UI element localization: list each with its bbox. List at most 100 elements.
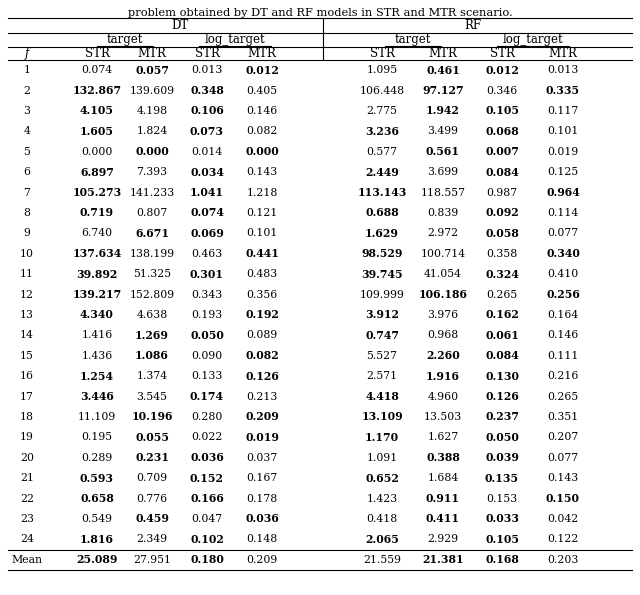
- Text: 0.289: 0.289: [81, 453, 113, 463]
- Text: 51.325: 51.325: [133, 269, 171, 279]
- Text: 105.273: 105.273: [72, 187, 122, 198]
- Text: 0.101: 0.101: [547, 126, 579, 136]
- Text: 0.092: 0.092: [485, 208, 519, 218]
- Text: 0.146: 0.146: [246, 106, 278, 116]
- Text: 0.125: 0.125: [547, 167, 579, 177]
- Text: 4.340: 4.340: [80, 309, 114, 321]
- Text: 0.167: 0.167: [246, 473, 278, 483]
- Text: 0.121: 0.121: [246, 208, 278, 218]
- Text: 8: 8: [24, 208, 31, 218]
- Text: 18: 18: [20, 412, 34, 422]
- Text: 0.166: 0.166: [190, 493, 224, 504]
- Text: 2.065: 2.065: [365, 534, 399, 545]
- Text: f: f: [25, 47, 29, 60]
- Text: 0.459: 0.459: [135, 513, 169, 525]
- Text: 25.089: 25.089: [76, 555, 118, 565]
- Text: 0.164: 0.164: [547, 310, 579, 320]
- Text: 0.335: 0.335: [546, 85, 580, 96]
- Text: 0.719: 0.719: [80, 208, 114, 218]
- Text: 17: 17: [20, 392, 34, 402]
- Text: 3.446: 3.446: [80, 391, 114, 402]
- Text: 2.260: 2.260: [426, 350, 460, 361]
- Text: 7.393: 7.393: [136, 167, 168, 177]
- Text: 0.549: 0.549: [81, 514, 113, 524]
- Text: 0.192: 0.192: [245, 309, 279, 321]
- Text: 0.074: 0.074: [190, 208, 224, 218]
- Text: target: target: [394, 33, 431, 46]
- Text: STR: STR: [195, 47, 220, 60]
- Text: 11: 11: [20, 269, 34, 279]
- Text: 0.152: 0.152: [190, 472, 224, 484]
- Text: 3: 3: [24, 106, 31, 116]
- Text: 152.809: 152.809: [129, 290, 175, 300]
- Text: 0.055: 0.055: [135, 432, 169, 443]
- Text: 0.069: 0.069: [190, 228, 224, 239]
- Text: 0.987: 0.987: [486, 187, 518, 198]
- Text: 0.324: 0.324: [485, 269, 519, 280]
- Text: 0.000: 0.000: [135, 146, 169, 157]
- Text: 11.109: 11.109: [78, 412, 116, 422]
- Text: 0.688: 0.688: [365, 208, 399, 218]
- Text: 98.529: 98.529: [362, 248, 403, 259]
- Text: 0.388: 0.388: [426, 452, 460, 464]
- Text: 0.207: 0.207: [547, 433, 579, 443]
- Text: 0.047: 0.047: [191, 514, 223, 524]
- Text: 0.405: 0.405: [246, 86, 278, 96]
- Text: 3.976: 3.976: [428, 310, 459, 320]
- Text: 137.634: 137.634: [72, 248, 122, 259]
- Text: 1.086: 1.086: [135, 350, 169, 361]
- Text: target: target: [106, 33, 143, 46]
- Text: 14: 14: [20, 330, 34, 340]
- Text: 0.106: 0.106: [190, 105, 224, 117]
- Text: 0.012: 0.012: [245, 65, 279, 76]
- Text: 0.776: 0.776: [136, 494, 168, 503]
- Text: 21.381: 21.381: [422, 555, 464, 565]
- Text: 0.964: 0.964: [546, 187, 580, 198]
- Text: 138.199: 138.199: [129, 249, 175, 259]
- Text: 0.050: 0.050: [190, 330, 224, 341]
- Text: 39.892: 39.892: [76, 269, 118, 280]
- Text: 0.911: 0.911: [426, 493, 460, 504]
- Text: 1.218: 1.218: [246, 187, 278, 198]
- Text: 0.356: 0.356: [246, 290, 278, 300]
- Text: 0.101: 0.101: [246, 228, 278, 239]
- Text: 0.195: 0.195: [81, 433, 113, 443]
- Text: 0.146: 0.146: [547, 330, 579, 340]
- Text: 12: 12: [20, 290, 34, 300]
- Text: 6: 6: [24, 167, 31, 177]
- Text: 0.209: 0.209: [246, 555, 278, 565]
- Text: 0.013: 0.013: [191, 65, 223, 75]
- Text: 0.000: 0.000: [81, 147, 113, 157]
- Text: 0.014: 0.014: [191, 147, 223, 157]
- Text: MTR: MTR: [429, 47, 458, 60]
- Text: log_target: log_target: [204, 33, 265, 46]
- Text: 0.178: 0.178: [246, 494, 278, 503]
- Text: 0.180: 0.180: [190, 555, 224, 565]
- Text: 27.951: 27.951: [133, 555, 171, 565]
- Text: 13.503: 13.503: [424, 412, 462, 422]
- Text: 0.102: 0.102: [190, 534, 224, 545]
- Text: 2.571: 2.571: [367, 371, 397, 381]
- Text: 5: 5: [24, 147, 31, 157]
- Text: 0.358: 0.358: [486, 249, 518, 259]
- Text: 0.143: 0.143: [246, 167, 278, 177]
- Text: 4: 4: [24, 126, 31, 136]
- Text: 0.082: 0.082: [245, 350, 279, 361]
- Text: 0.213: 0.213: [246, 392, 278, 402]
- Text: 0.000: 0.000: [245, 146, 279, 157]
- Text: 2.929: 2.929: [428, 534, 459, 544]
- Text: STR: STR: [490, 47, 515, 60]
- Text: 0.058: 0.058: [485, 228, 519, 239]
- Text: 2.449: 2.449: [365, 167, 399, 178]
- Text: 0.013: 0.013: [547, 65, 579, 75]
- Text: 0.593: 0.593: [80, 472, 114, 484]
- Text: 13: 13: [20, 310, 34, 320]
- Text: 118.557: 118.557: [420, 187, 465, 198]
- Text: 6.740: 6.740: [81, 228, 113, 239]
- Text: 5.527: 5.527: [367, 351, 397, 361]
- Text: 0.068: 0.068: [485, 126, 519, 137]
- Text: MTR: MTR: [138, 47, 166, 60]
- Text: 2.972: 2.972: [428, 228, 459, 239]
- Text: 1.629: 1.629: [365, 228, 399, 239]
- Text: 0.105: 0.105: [485, 534, 519, 545]
